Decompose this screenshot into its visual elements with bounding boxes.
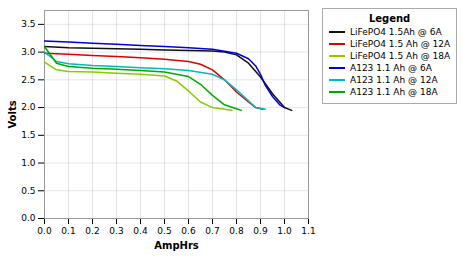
html-text:A123 1.1 Ah @ 6A: A123 1.1 Ah @ 6A [350, 63, 432, 73]
svg-text:2.0: 2.0 [21, 102, 36, 112]
svg-text:AmpHrs: AmpHrs [154, 240, 199, 251]
svg-text:1.5: 1.5 [21, 130, 35, 140]
svg-text:0.1: 0.1 [61, 226, 75, 236]
svg-text:Volts: Volts [7, 100, 18, 128]
html-text:LiFePO4 1.5 Ah @ 18A: LiFePO4 1.5 Ah @ 18A [350, 51, 451, 61]
svg-text:0.0: 0.0 [37, 226, 52, 236]
html-text:LiFePO4 1.5Ah @ 6A: LiFePO4 1.5Ah @ 6A [350, 27, 442, 37]
svg-text:2.5: 2.5 [21, 75, 35, 85]
svg-text:1.0: 1.0 [21, 158, 36, 168]
svg-text:0.5: 0.5 [21, 186, 35, 196]
svg-text:0.3: 0.3 [109, 226, 123, 236]
svg-text:0.2: 0.2 [85, 226, 99, 236]
svg-text:3.0: 3.0 [21, 47, 36, 57]
svg-text:0.5: 0.5 [157, 226, 171, 236]
svg-text:1.0: 1.0 [277, 226, 292, 236]
svg-text:3.5: 3.5 [21, 19, 35, 29]
html-text:LiFePO4 1.5 Ah @ 12A: LiFePO4 1.5 Ah @ 12A [350, 39, 451, 49]
svg-text:0.6: 0.6 [181, 226, 196, 236]
svg-text:0.7: 0.7 [205, 226, 219, 236]
svg-text:0.9: 0.9 [253, 226, 268, 236]
svg-text:0.0: 0.0 [21, 213, 36, 223]
html-text:A123 1.1 Ah @ 12A: A123 1.1 Ah @ 12A [350, 75, 438, 85]
svg-text:1.1: 1.1 [301, 226, 315, 236]
svg-text:0.8: 0.8 [229, 226, 244, 236]
svg-text:0.4: 0.4 [133, 226, 148, 236]
html-text:A123 1.1 Ah @ 18A: A123 1.1 Ah @ 18A [350, 87, 438, 97]
html-text:Legend: Legend [368, 13, 411, 24]
